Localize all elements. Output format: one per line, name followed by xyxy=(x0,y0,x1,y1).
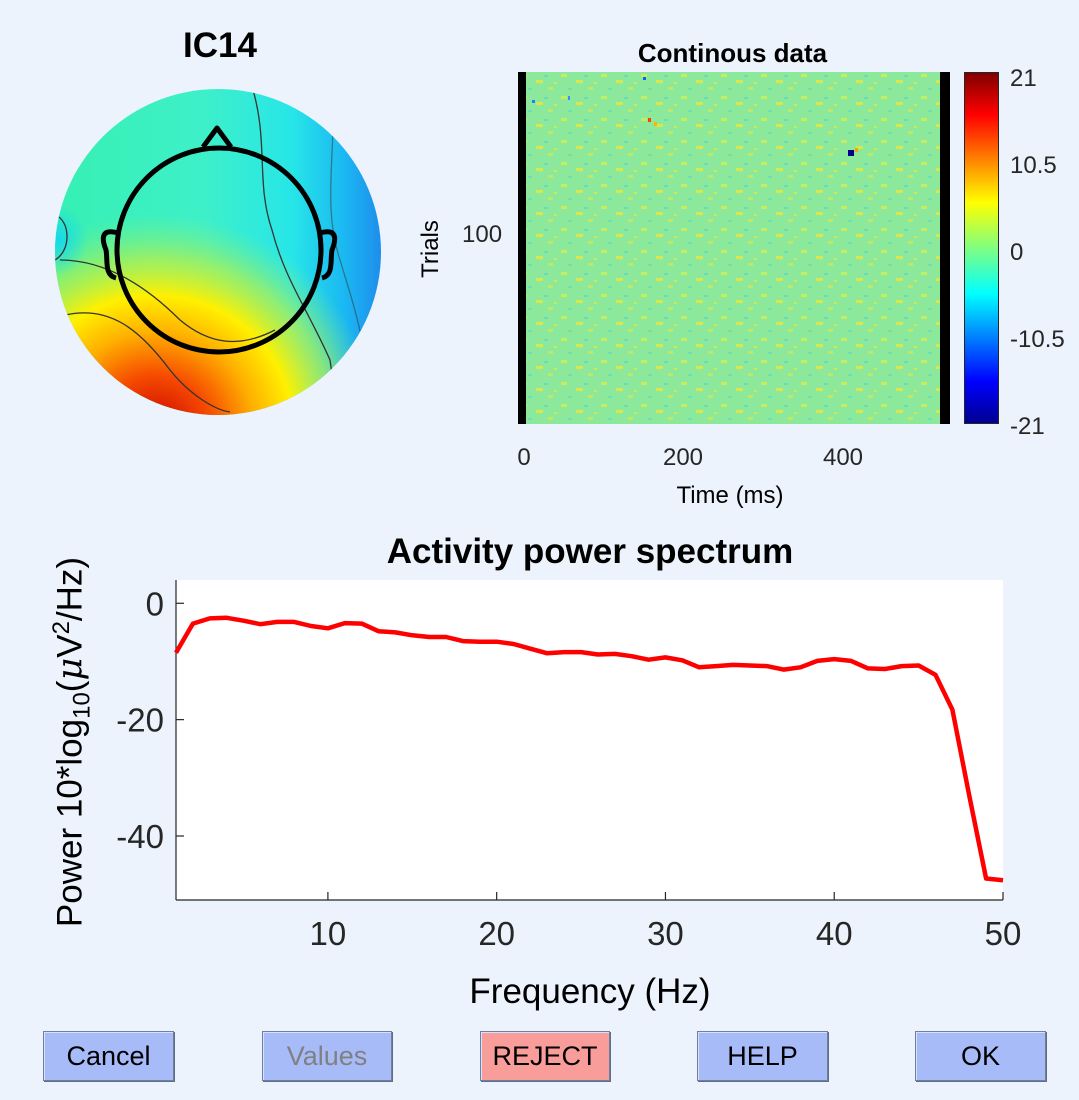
ok-button[interactable]: OK xyxy=(915,1031,1046,1081)
erpimage-xlabel: Time (ms) xyxy=(676,482,784,509)
erpimage-ylabel: Trials xyxy=(417,220,444,278)
spectrum-ytick-label: -20 xyxy=(116,702,164,739)
spectrum-xtick-label: 30 xyxy=(647,915,684,952)
spectrum-xtick-label: 20 xyxy=(478,915,515,952)
colorbar-tick: 21 xyxy=(1010,65,1037,92)
values-button[interactable]: Values xyxy=(262,1031,392,1081)
spectrum-plot: 0 -20 -40 10 20 30 40 50 xyxy=(116,580,1022,952)
colorbar-tick: -10.5 xyxy=(1010,326,1065,353)
erpimage-xtick: 0 xyxy=(517,444,531,471)
erpimage-xtick: 400 xyxy=(822,444,864,471)
topoplot xyxy=(55,89,381,415)
erpimage-title: Continous data xyxy=(637,38,828,68)
colorbar-tick: -21 xyxy=(1010,413,1045,440)
spectrum-ytick-label: -40 xyxy=(116,818,164,855)
erpimage-plot xyxy=(518,72,950,424)
spectrum-xlabel: Frequency (Hz) xyxy=(469,972,711,1011)
spectrum-xtick-label: 50 xyxy=(985,915,1022,952)
spectrum-series-line xyxy=(174,615,1004,883)
erpimage-xtick: 200 xyxy=(662,444,704,471)
topoplot-title: IC14 xyxy=(183,26,257,65)
spectrum-ytick-label: 0 xyxy=(146,585,164,622)
erpimage-ytick: 100 xyxy=(462,221,503,248)
spectrum-xtick-label: 40 xyxy=(816,915,853,952)
help-button[interactable]: HELP xyxy=(697,1031,828,1081)
cancel-button[interactable]: Cancel xyxy=(43,1031,174,1081)
reject-button[interactable]: REJECT xyxy=(480,1031,610,1081)
colorbar xyxy=(964,72,999,424)
spectrum-title: Activity power spectrum xyxy=(386,532,794,571)
spectrum-xtick-label: 10 xyxy=(310,915,347,952)
colorbar-tick: 0 xyxy=(1010,239,1024,266)
colorbar-tick: 10.5 xyxy=(1010,152,1057,179)
